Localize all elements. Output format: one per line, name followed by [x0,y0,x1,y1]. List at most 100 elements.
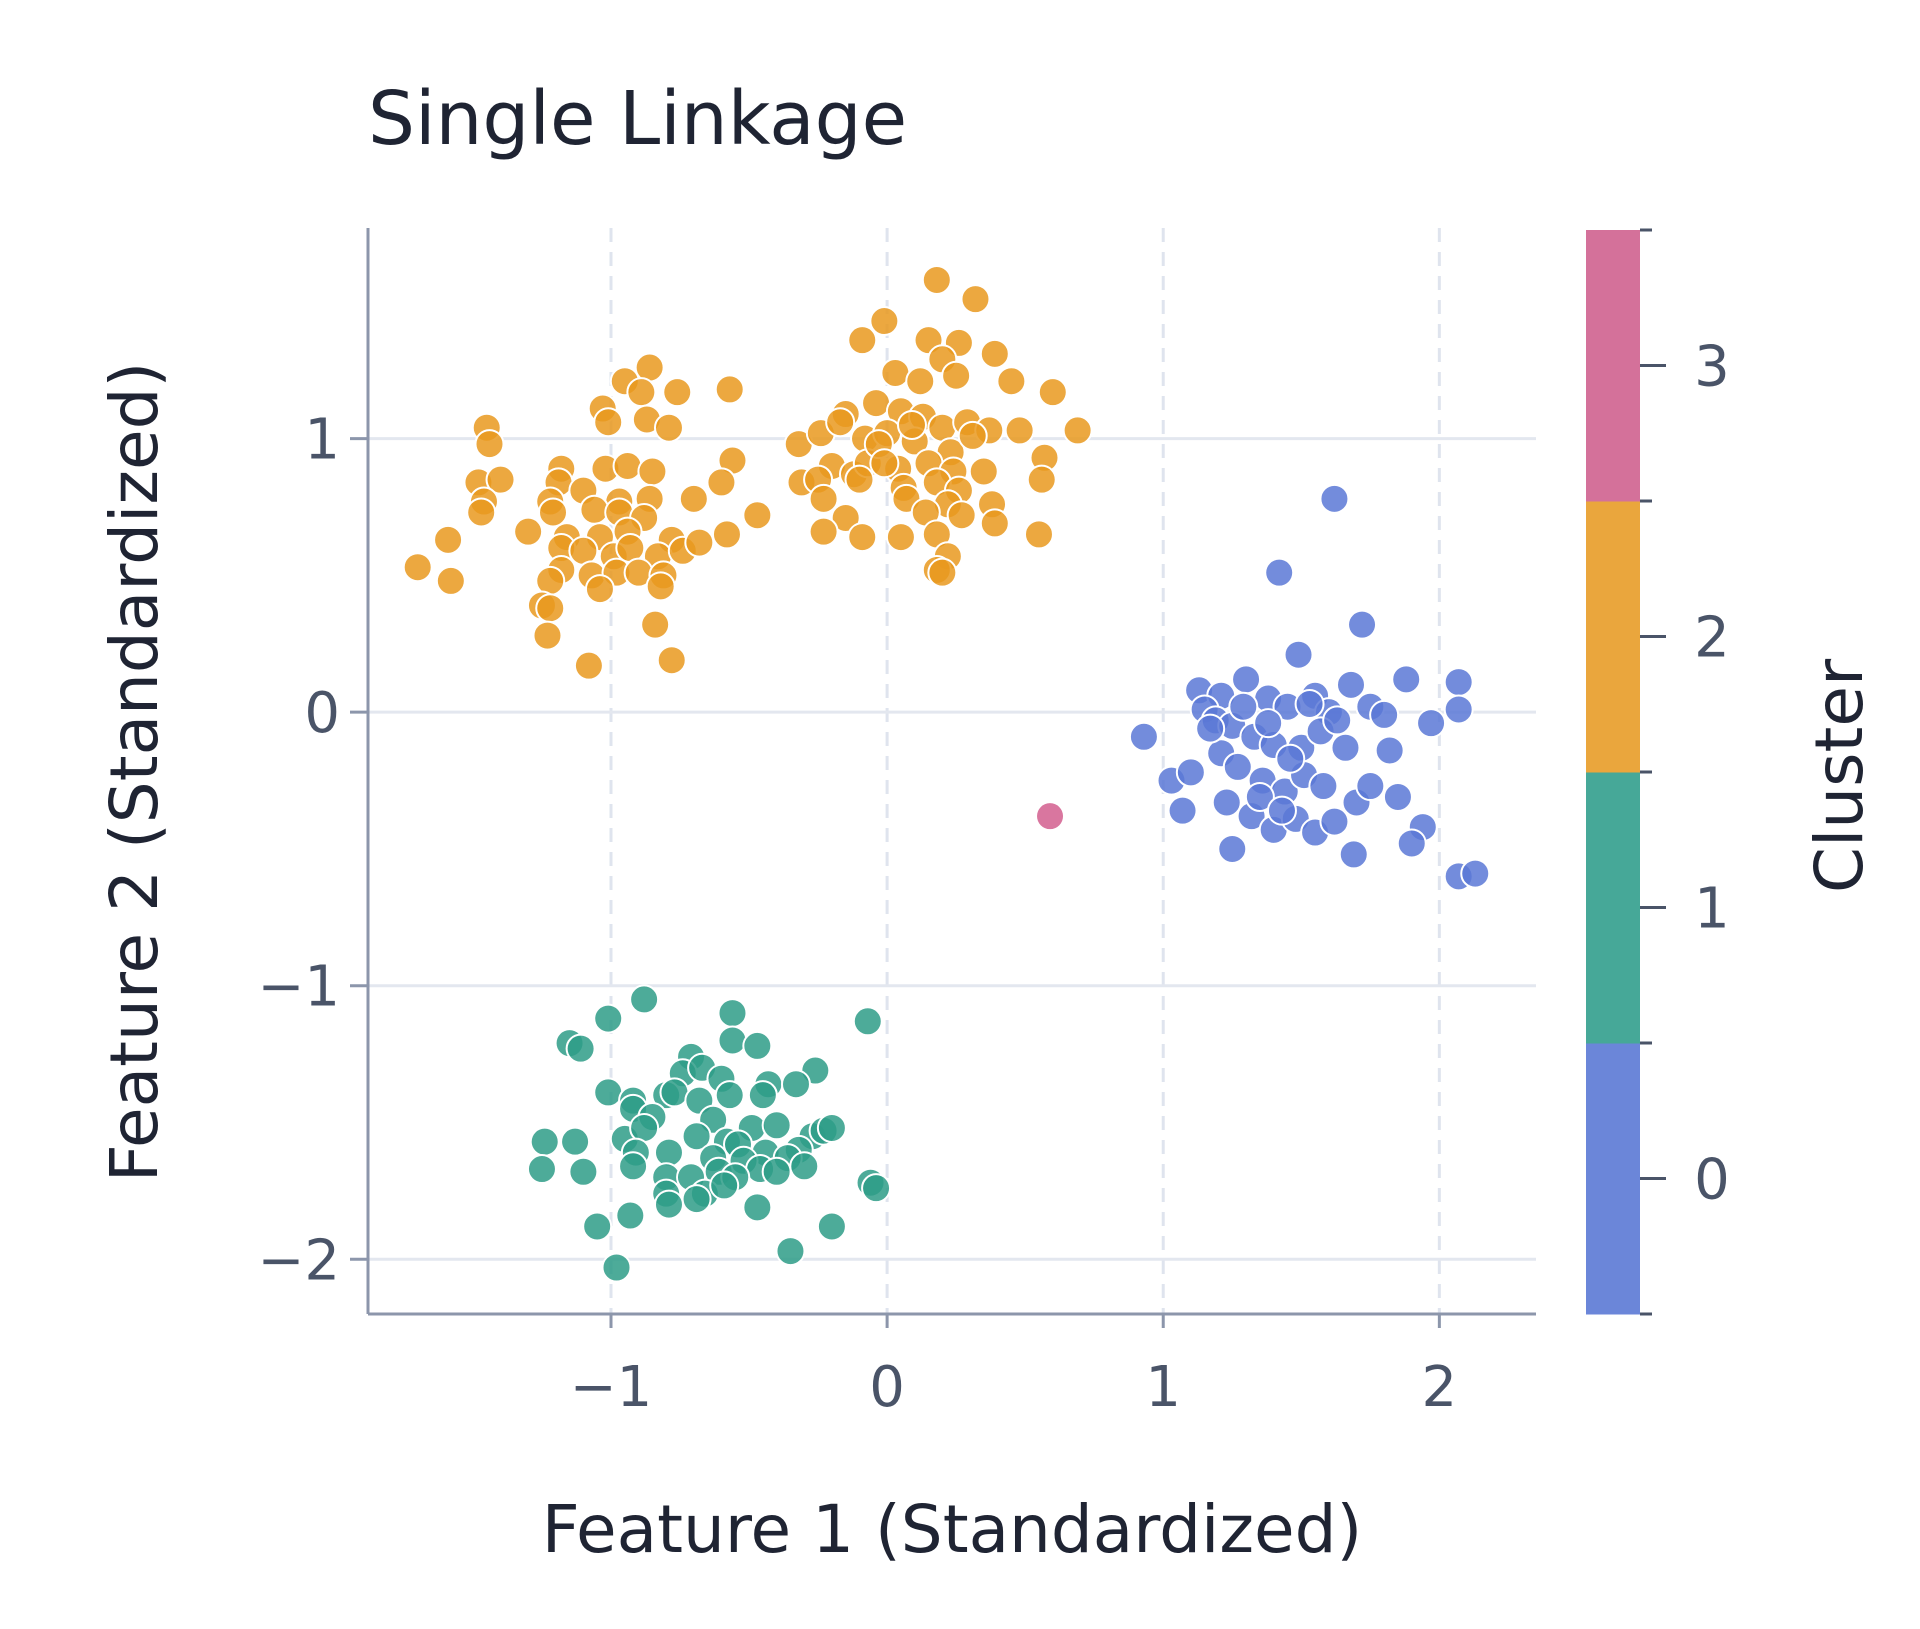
point-cluster-1-26 [761,1110,792,1141]
y-tick-label-2: 0 [304,681,340,746]
point-cluster-1-0 [629,984,660,1015]
point-cluster-1-47 [618,1151,649,1182]
point-cluster-0-9 [1231,664,1262,695]
point-cluster-0-48 [1217,833,1248,864]
point-cluster-2-89 [711,519,742,550]
point-cluster-0-45 [1355,771,1386,802]
point-cluster-3-0 [1035,801,1066,832]
point-cluster-0-3 [1283,639,1314,670]
colorbar-segment-2 [1586,501,1640,773]
point-cluster-2-122 [927,557,958,588]
point-cluster-2-96 [433,524,464,555]
point-cluster-2-19 [593,407,624,438]
point-cluster-1-5 [565,1033,596,1064]
point-cluster-2-115 [645,571,676,602]
point-cluster-1-45 [526,1154,557,1185]
point-cluster-0-49 [1338,839,1369,870]
point-cluster-0-54 [1294,688,1325,719]
point-cluster-2-120 [573,650,604,681]
point-cluster-2-12 [714,374,745,405]
point-cluster-2-30 [1062,415,1093,446]
point-cluster-2-121 [656,645,687,676]
point-cluster-2-3 [847,325,878,356]
point-cluster-0-58 [1244,781,1275,812]
point-cluster-1-14 [780,1069,811,1100]
point-cluster-2-83 [946,500,977,531]
colorbar-tick-label-3: 3 [1694,335,1730,400]
point-cluster-1-58 [709,1170,740,1201]
point-cluster-1-31 [560,1126,591,1157]
point-cluster-2-71 [808,483,839,514]
point-cluster-2-40 [957,420,988,451]
point-cluster-2-21 [653,412,684,443]
point-cluster-2-95 [1023,519,1054,550]
point-cluster-2-125 [869,448,900,479]
point-cluster-1-17 [593,1077,624,1108]
point-cluster-1-66 [601,1252,632,1283]
point-cluster-2-16 [996,366,1027,397]
colorbar-tick-label-2: 2 [1694,606,1730,671]
point-cluster-2-81 [830,502,861,533]
point-cluster-2-91 [847,522,878,553]
point-cluster-1-19 [659,1077,690,1108]
point-cluster-2-6 [979,338,1010,369]
point-cluster-2-103 [684,527,715,558]
y-tick-label-3: 1 [304,408,340,473]
point-cluster-2-1 [960,284,991,315]
point-cluster-1-53 [789,1151,820,1182]
point-cluster-0-16 [1369,699,1400,730]
point-cluster-0-0 [1319,483,1350,514]
point-cluster-2-117 [535,593,566,624]
point-cluster-0-14 [1335,669,1366,700]
point-cluster-0-53 [1275,743,1306,774]
point-cluster-2-0 [921,264,952,295]
point-cluster-2-70 [678,483,709,514]
y-tick-label-1: −1 [257,955,340,1020]
point-cluster-1-46 [568,1156,599,1187]
point-cluster-0-26 [1322,705,1353,736]
point-cluster-1-7 [742,1030,773,1061]
point-cluster-2-29 [1004,415,1035,446]
y-tick-label-0: −2 [257,1228,340,1293]
point-cluster-0-5 [1443,667,1474,698]
point-cluster-0-38 [1167,795,1198,826]
point-cluster-2-55 [485,464,516,495]
point-cluster-1-15 [747,1080,778,1111]
scatter-points [402,264,1491,1283]
point-cluster-1-21 [714,1080,745,1111]
point-cluster-1-30 [529,1126,560,1157]
point-cluster-0-47 [1396,828,1427,859]
point-cluster-0-35 [1308,771,1339,802]
point-cluster-0-1 [1264,557,1295,588]
point-cluster-0-17 [1416,708,1447,739]
colorbar-segment-0 [1586,1043,1640,1315]
point-cluster-0-37 [1382,781,1413,812]
y-axis-ticks: −2 −1 0 1 [257,408,368,1293]
point-cluster-1-61 [615,1200,646,1231]
point-cluster-2-2 [869,306,900,337]
x-axis-ticks: −1 0 1 2 [570,1314,1457,1420]
point-cluster-1-65 [775,1236,806,1267]
point-cluster-0-57 [1195,713,1226,744]
point-cluster-2-114 [584,574,615,605]
point-cluster-0-39 [1211,787,1242,818]
point-cluster-0-52 [1253,708,1284,739]
point-cluster-2-10 [626,377,657,408]
point-cluster-2-23 [861,388,892,419]
point-cluster-2-14 [905,366,936,397]
colorbar-segment-3 [1586,230,1640,502]
point-cluster-2-13 [880,357,911,388]
point-cluster-1-62 [653,1189,684,1220]
point-cluster-2-15 [941,360,972,391]
point-cluster-0-18 [1443,694,1474,725]
chart-title: Single Linkage [368,76,907,162]
point-cluster-2-119 [532,620,563,651]
point-cluster-0-6 [1128,721,1159,752]
point-cluster-2-44 [612,450,643,481]
point-cluster-0-55 [1330,732,1361,763]
y-axis-title: Feature 2 (Standardized) [96,362,173,1183]
point-cluster-1-1 [593,1003,624,1034]
x-axis-title: Feature 1 (Standardized) [542,1491,1363,1568]
point-cluster-2-11 [662,377,693,408]
